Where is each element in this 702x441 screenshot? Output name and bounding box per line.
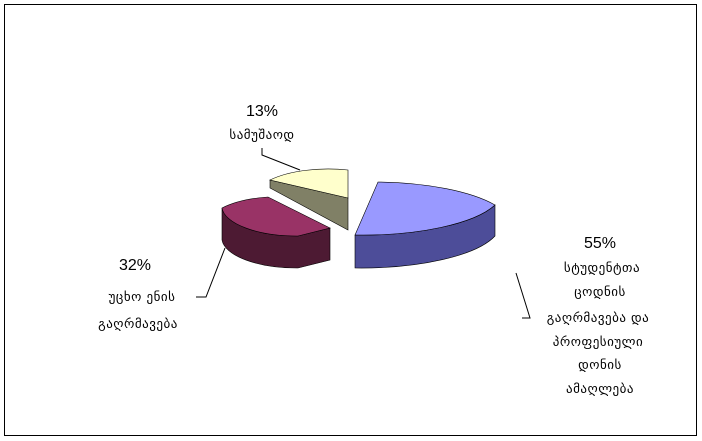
slice-13-category-label-line-1: სამუშაოდ (229, 128, 294, 143)
slice-32-category-label-line-2: გაღრმავება (98, 317, 178, 332)
slice-55-category-label-line-1: სტუდენტთა (564, 261, 640, 276)
slice-32-top (221, 196, 331, 237)
slice-55-percent-label: 55% (584, 235, 616, 252)
slice-13-group (269, 168, 349, 231)
slice-32-category-label-line-1: უცხო ენის (109, 290, 176, 305)
slice-55-category-label-line-3: გაღრმავება და (547, 311, 650, 326)
slice-13-percent-label: 13% (246, 103, 278, 120)
slice-55-top (354, 181, 496, 236)
slice-13-top (269, 168, 349, 199)
slice-32-group (221, 196, 331, 269)
leader-line-55 (515, 272, 531, 319)
chart-frame (4, 4, 697, 436)
slice-32-percent-label: 32% (119, 257, 151, 274)
slice-55-category-label-line-4: პროფესიული (553, 335, 643, 350)
slice-55-category-label-line-5: დონის (578, 358, 622, 373)
slice-55-category-label-line-6: ამაღლება (566, 382, 634, 397)
leader-line-32 (196, 247, 226, 298)
slice-55-category-label-line-2: ცოდნის (574, 285, 626, 300)
leader-line-13 (261, 148, 301, 171)
slice-55-group (354, 181, 496, 269)
